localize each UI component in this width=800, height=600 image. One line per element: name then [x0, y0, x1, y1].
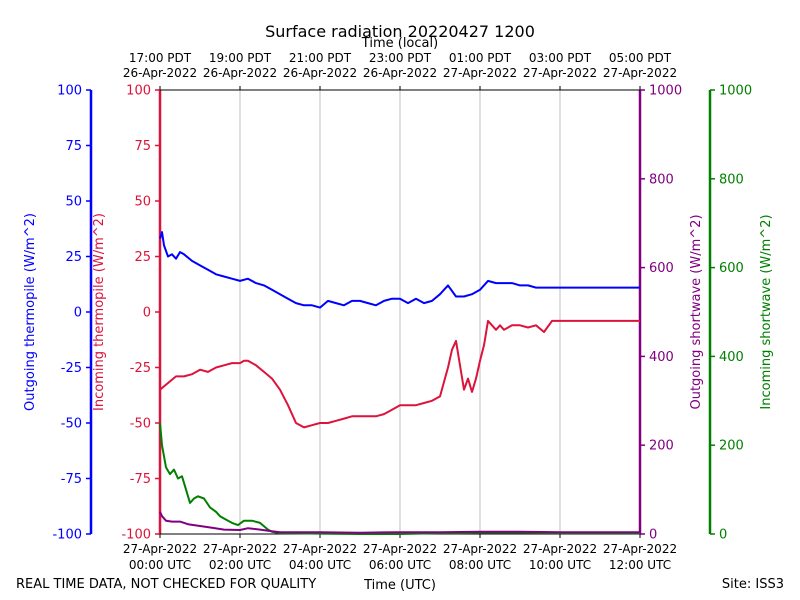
- axis-tick-label-outgoing_shortwave: 600: [649, 261, 674, 276]
- series-line-outgoing_shortwave: [159, 511, 640, 534]
- x-tick-label-local-date: 27-Apr-2022: [603, 66, 677, 80]
- axis-tick-label-incoming_thermopile: -50: [130, 417, 151, 432]
- axis-label-outgoing_shortwave: Outgoing shortwave (W/m^2): [689, 214, 704, 409]
- quality-disclaimer: REAL TIME DATA, NOT CHECKED FOR QUALITY: [16, 577, 316, 592]
- axis-tick-label-outgoing_thermopile: -50: [61, 417, 82, 432]
- axis-tick-label-incoming_shortwave: 0: [719, 528, 727, 543]
- axis-tick-label-incoming_thermopile: 75: [134, 139, 151, 154]
- axis-label-incoming_thermopile: Incoming thermopile (W/m^2): [92, 213, 107, 411]
- axis-tick-label-outgoing_thermopile: -100: [52, 528, 82, 543]
- x-tick-label-local-date: 26-Apr-2022: [123, 66, 197, 80]
- x-tick-label-local-time: 03:00 PDT: [529, 51, 592, 65]
- axis-tick-label-outgoing_thermopile: -75: [61, 472, 82, 487]
- bottom-axis-label: Time (UTC): [363, 578, 436, 593]
- axis-tick-label-incoming_thermopile: 100: [126, 84, 151, 99]
- x-tick-label-date: 27-Apr-2022: [523, 542, 597, 556]
- axis-label-incoming_shortwave: Incoming shortwave (W/m^2): [759, 214, 774, 409]
- axis-tick-label-outgoing_shortwave: 800: [649, 172, 674, 187]
- axis-tick-label-outgoing_thermopile: 50: [65, 195, 82, 210]
- axis-tick-label-incoming_shortwave: 200: [719, 439, 744, 454]
- x-tick-label-time: 10:00 UTC: [529, 558, 591, 572]
- axis-tick-label-outgoing_thermopile: -25: [61, 361, 82, 376]
- x-tick-label-local-time: 05:00 PDT: [609, 51, 672, 65]
- x-tick-label-local-time: 23:00 PDT: [369, 51, 432, 65]
- axis-tick-label-incoming_shortwave: 400: [719, 350, 744, 365]
- axis-tick-label-outgoing_shortwave: 0: [649, 528, 657, 543]
- x-tick-label-local-date: 26-Apr-2022: [203, 66, 277, 80]
- x-tick-label-time: 00:00 UTC: [129, 558, 191, 572]
- axis-tick-label-incoming_thermopile: -75: [130, 472, 151, 487]
- x-tick-label-local-date: 26-Apr-2022: [363, 66, 437, 80]
- x-tick-label-date: 27-Apr-2022: [443, 542, 517, 556]
- axis-tick-label-outgoing_shortwave: 1000: [649, 84, 682, 99]
- x-tick-label-local-time: 17:00 PDT: [129, 51, 192, 65]
- axis-tick-label-outgoing_thermopile: 25: [65, 250, 82, 265]
- top-axis-label: Time (local): [361, 36, 438, 51]
- x-tick-label-date: 27-Apr-2022: [283, 542, 357, 556]
- x-tick-label-time: 06:00 UTC: [369, 558, 431, 572]
- site-label: Site: ISS3: [722, 577, 784, 592]
- x-tick-label-date: 27-Apr-2022: [123, 542, 197, 556]
- axis-tick-label-incoming_thermopile: 25: [134, 250, 151, 265]
- x-tick-label-local-date: 26-Apr-2022: [283, 66, 357, 80]
- axis-tick-label-incoming_shortwave: 600: [719, 261, 744, 276]
- axis-tick-label-incoming_shortwave: 800: [719, 172, 744, 187]
- x-tick-label-local-time: 19:00 PDT: [209, 51, 272, 65]
- axis-label-outgoing_thermopile: Outgoing thermopile (W/m^2): [23, 213, 38, 411]
- axis-tick-label-outgoing_thermopile: 100: [57, 84, 82, 99]
- x-tick-label-local-date: 27-Apr-2022: [523, 66, 597, 80]
- x-tick-label-date: 27-Apr-2022: [203, 542, 277, 556]
- x-tick-label-date: 27-Apr-2022: [363, 542, 437, 556]
- axis-tick-label-incoming_thermopile: 0: [143, 306, 151, 321]
- axis-tick-label-incoming_shortwave: 1000: [719, 84, 752, 99]
- chart-title: Surface radiation 20220427 1200: [265, 22, 535, 41]
- x-tick-label-local-time: 21:00 PDT: [289, 51, 352, 65]
- axis-tick-label-outgoing_thermopile: 75: [65, 139, 82, 154]
- x-tick-label-time: 12:00 UTC: [609, 558, 671, 572]
- axis-tick-label-outgoing_shortwave: 200: [649, 439, 674, 454]
- plot-area: -100 -75 -50 -25 0 25 50 75 100 Outgoing thermopi…: [23, 51, 774, 572]
- x-tick-label-local-date: 27-Apr-2022: [443, 66, 517, 80]
- x-tick-label-time: 08:00 UTC: [449, 558, 511, 572]
- axis-tick-label-outgoing_thermopile: 0: [74, 306, 82, 321]
- axis-tick-label-incoming_thermopile: -25: [130, 361, 151, 376]
- x-tick-label-date: 27-Apr-2022: [603, 542, 677, 556]
- axis-tick-label-incoming_thermopile: 50: [134, 195, 151, 210]
- series-line-incoming_thermopile: [159, 319, 640, 429]
- axis-tick-label-incoming_thermopile: -100: [121, 528, 151, 543]
- series-line-outgoing_thermopile: [159, 231, 640, 309]
- x-tick-label-time: 02:00 UTC: [209, 558, 271, 572]
- x-tick-label-local-time: 01:00 PDT: [449, 51, 512, 65]
- axis-tick-label-outgoing_shortwave: 400: [649, 350, 674, 365]
- x-tick-label-time: 04:00 UTC: [289, 558, 351, 572]
